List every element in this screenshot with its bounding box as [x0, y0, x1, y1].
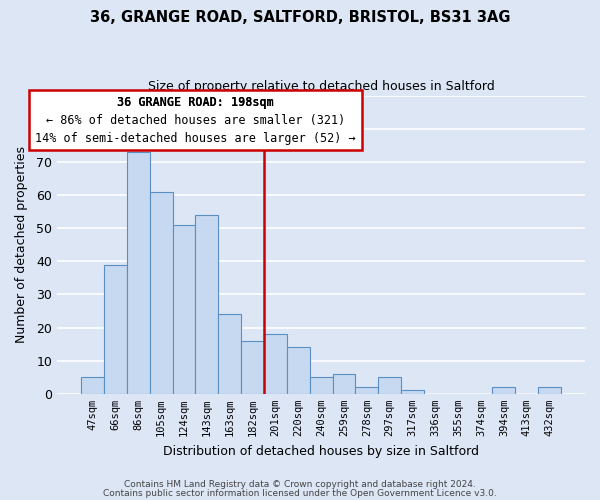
Bar: [150, 192, 173, 394]
Bar: [241, 341, 264, 394]
Bar: [104, 264, 127, 394]
Text: Contains HM Land Registry data © Crown copyright and database right 2024.: Contains HM Land Registry data © Crown c…: [124, 480, 476, 489]
Bar: [218, 314, 241, 394]
Text: 36 GRANGE ROAD: 198sqm
← 86% of detached houses are smaller (321)
14% of semi-de: 36 GRANGE ROAD: 198sqm ← 86% of detached…: [35, 96, 356, 144]
Bar: [378, 377, 401, 394]
Bar: [538, 387, 561, 394]
Bar: [355, 387, 378, 394]
Bar: [493, 387, 515, 394]
Bar: [173, 225, 196, 394]
Bar: [287, 348, 310, 394]
Bar: [196, 215, 218, 394]
Bar: [81, 377, 104, 394]
X-axis label: Distribution of detached houses by size in Saltford: Distribution of detached houses by size …: [163, 444, 479, 458]
Bar: [332, 374, 355, 394]
Bar: [310, 377, 332, 394]
Bar: [127, 152, 150, 394]
Text: 36, GRANGE ROAD, SALTFORD, BRISTOL, BS31 3AG: 36, GRANGE ROAD, SALTFORD, BRISTOL, BS31…: [90, 10, 510, 25]
Text: 36 GRANGE ROAD: 198sqm: 36 GRANGE ROAD: 198sqm: [117, 96, 274, 108]
Bar: [264, 334, 287, 394]
Text: Contains public sector information licensed under the Open Government Licence v3: Contains public sector information licen…: [103, 488, 497, 498]
Title: Size of property relative to detached houses in Saltford: Size of property relative to detached ho…: [148, 80, 494, 93]
Bar: [401, 390, 424, 394]
Y-axis label: Number of detached properties: Number of detached properties: [15, 146, 28, 343]
